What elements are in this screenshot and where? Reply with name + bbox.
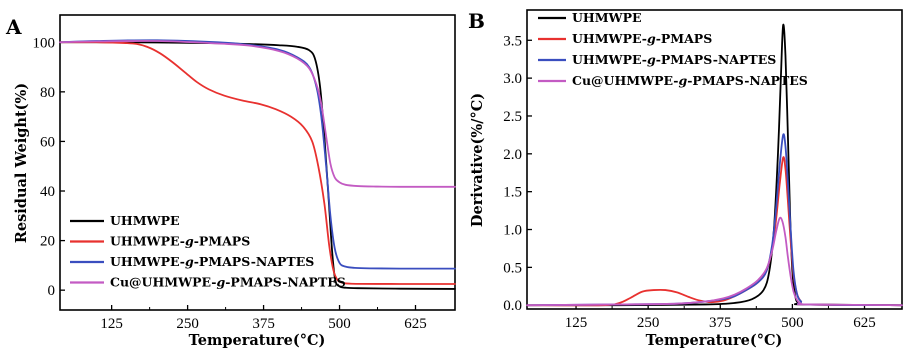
panel-a-series-line-3 bbox=[59, 39, 456, 270]
panel-a-y-tick-label: 60 bbox=[40, 134, 55, 150]
panel-b-x-tick-label: 375 bbox=[709, 315, 732, 331]
panel-a-plot-frame bbox=[59, 14, 456, 311]
panel-b-ticks: 125 250 375 500 625 0.0 0.5 1.0 1.5 2.0 2.5 3.0 3.5 bbox=[503, 33, 876, 331]
panel-b-x-tick-label: 250 bbox=[637, 315, 660, 331]
legend-label: UHMWPE-g-PMAPS-NAPTES bbox=[110, 254, 314, 269]
panel-a-series bbox=[59, 39, 456, 290]
panel-b-y-tick-label: 0.5 bbox=[503, 260, 522, 276]
panel-a-x-tick-label: 500 bbox=[328, 316, 351, 332]
legend-label: UHMWPE bbox=[110, 213, 180, 228]
panel-a-y-tick-label: 100 bbox=[33, 35, 56, 51]
panel-b-x-tick-label: 125 bbox=[565, 315, 588, 331]
panel-a-x-tick-label: 250 bbox=[176, 316, 199, 332]
panel-a-x-tick-label: 375 bbox=[252, 316, 275, 332]
panel-b-y-tick-label: 3.5 bbox=[503, 33, 522, 49]
panel-a-y-tick-label: 20 bbox=[40, 234, 55, 250]
legend-label: UHMWPE bbox=[572, 10, 642, 25]
panel-b-chart: B 125 250 375 500 625 0.0 0.5 1.0 1.5 2.0 2.5 3.0 3.… bbox=[468, 9, 903, 349]
panel-a-x-tick-label: 125 bbox=[100, 316, 123, 332]
panel-b-y-tick-label: 1.0 bbox=[503, 223, 522, 239]
panel-b-plot-frame bbox=[526, 9, 903, 310]
panel-a-x-tick-label: 625 bbox=[404, 316, 427, 332]
panel-b-legend: UHMWPE UHMWPE-g-PMAPS UHMWPE-g-PMAPS-NAPTE… bbox=[538, 10, 808, 88]
panel-b-series-line-3 bbox=[526, 133, 903, 307]
legend-label: UHMWPE-g-PMAPS-NAPTES bbox=[572, 52, 776, 67]
panel-a-series-line-4 bbox=[59, 40, 456, 188]
panel-a-series-line-2 bbox=[59, 41, 456, 285]
legend-label: UHMWPE-g-PMAPS bbox=[110, 234, 250, 249]
panel-a-series-line-1 bbox=[59, 41, 456, 290]
panel-b-series-line-2 bbox=[526, 156, 903, 307]
panel-b-y-axis-label: Derivative(%/°C) bbox=[469, 93, 486, 227]
panel-a-y-tick-label: 0 bbox=[48, 283, 56, 299]
panel-b-y-tick-label: 2.5 bbox=[503, 109, 522, 125]
panel-b-y-tick-label: 3.0 bbox=[503, 71, 522, 87]
panel-a-y-axis-label: Residual Weight(%) bbox=[13, 83, 30, 243]
panel-b-x-tick-label: 500 bbox=[781, 315, 804, 331]
panel-b-series-line-4 bbox=[526, 216, 903, 307]
panel-b-series bbox=[526, 23, 903, 307]
panel-b-y-tick-label: 0.0 bbox=[503, 298, 522, 314]
panel-b-x-tick-label: 625 bbox=[853, 315, 876, 331]
panel-a-letter: A bbox=[5, 15, 22, 39]
panel-b-y-tick-label: 2.0 bbox=[503, 147, 522, 163]
legend-label: Cu@UHMWPE-g-PMAPS-NAPTES bbox=[110, 275, 346, 290]
panel-a-legend: UHMWPE UHMWPE-g-PMAPS UHMWPE-g-PMAPS-NAPTE… bbox=[70, 213, 346, 290]
panel-a-y-tick-label: 80 bbox=[40, 85, 55, 101]
legend-label: UHMWPE-g-PMAPS bbox=[572, 31, 712, 46]
panel-a-x-axis-label: Temperature(°C) bbox=[189, 332, 326, 349]
panel-b-letter: B bbox=[468, 9, 485, 33]
panel-b-y-tick-label: 1.5 bbox=[503, 185, 522, 201]
legend-label: Cu@UHMWPE-g-PMAPS-NAPTES bbox=[572, 73, 808, 88]
panel-a-y-tick-label: 40 bbox=[40, 184, 55, 200]
panel-b-x-axis-label: Temperature(°C) bbox=[646, 332, 783, 349]
panel-a-ticks: 125 250 375 500 625 0 20 40 60 80 100 bbox=[33, 35, 427, 332]
